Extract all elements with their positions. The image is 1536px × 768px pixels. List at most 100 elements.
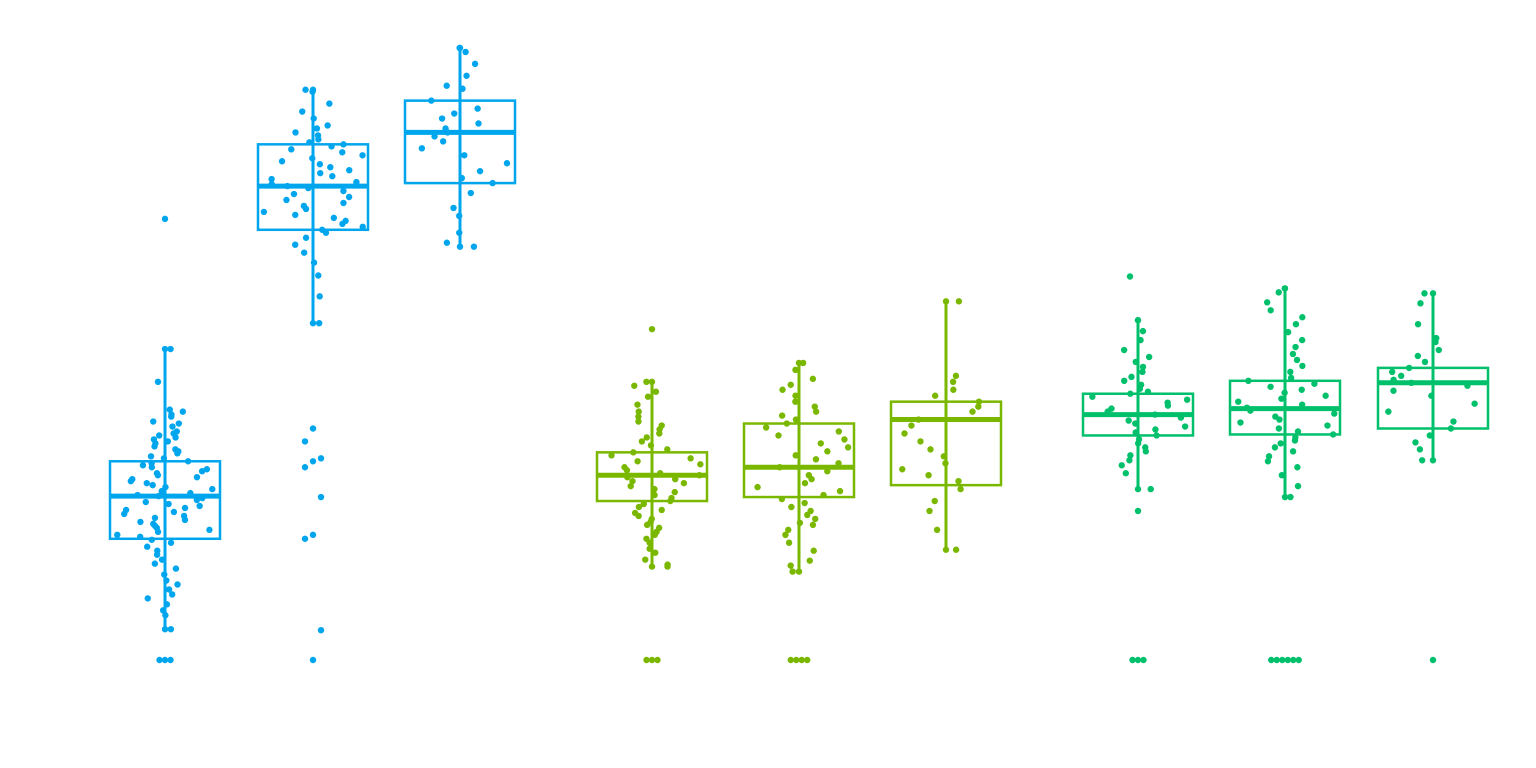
- data-point: [127, 477, 135, 485]
- data-point: [950, 386, 957, 393]
- whisker-cap-max: [648, 378, 656, 386]
- data-point: [1276, 416, 1283, 423]
- data-point: [646, 545, 653, 552]
- data-point: [624, 473, 631, 481]
- data-point: [1412, 439, 1419, 446]
- data-point: [812, 515, 819, 523]
- data-point: [203, 466, 211, 473]
- data-point: [167, 539, 175, 546]
- box-iqr: [742, 422, 856, 499]
- data-point: [431, 133, 438, 140]
- data-point: [1181, 423, 1189, 430]
- data-point: [114, 531, 121, 539]
- data-point: [164, 438, 172, 445]
- data-point: [329, 172, 336, 180]
- data-point: [1264, 458, 1272, 465]
- data-point: [461, 152, 468, 159]
- data-point: [820, 491, 827, 499]
- data-point: [193, 496, 201, 504]
- outlier-point: [301, 438, 309, 445]
- data-point: [165, 586, 173, 593]
- data-point: [154, 528, 162, 536]
- data-point: [778, 412, 786, 419]
- data-point: [1293, 356, 1301, 364]
- data-point: [1298, 386, 1305, 393]
- data-point: [168, 413, 175, 420]
- data-point: [284, 182, 291, 190]
- data-point: [302, 86, 309, 93]
- data-point: [147, 453, 155, 460]
- outlier-point: [161, 215, 169, 223]
- outlier-point: [309, 425, 317, 432]
- data-point: [158, 487, 165, 495]
- data-point: [154, 472, 162, 479]
- data-point: [199, 494, 206, 502]
- outlier-point: [317, 455, 325, 462]
- data-point: [184, 458, 192, 465]
- data-point: [1153, 432, 1160, 439]
- whisker-cap-max: [942, 298, 950, 305]
- data-point: [785, 539, 793, 546]
- data-point: [680, 479, 688, 487]
- data-point: [143, 479, 150, 487]
- data-point: [812, 456, 820, 463]
- data-point: [969, 408, 976, 415]
- data-point: [1397, 372, 1405, 380]
- data-point: [1164, 402, 1172, 409]
- data-point: [762, 424, 770, 431]
- whisker-cap-min: [456, 243, 464, 250]
- data-point: [1329, 431, 1337, 438]
- data-point: [1267, 307, 1274, 314]
- data-point: [353, 178, 360, 186]
- data-point: [792, 416, 800, 423]
- data-point: [163, 577, 170, 584]
- zero-point: [648, 656, 656, 664]
- data-point: [167, 626, 175, 633]
- data-point: [824, 468, 831, 475]
- data-point: [1298, 401, 1306, 408]
- data-point: [300, 249, 308, 256]
- data-point: [792, 366, 799, 374]
- data-point: [1120, 346, 1128, 354]
- data-point: [456, 229, 463, 236]
- data-point: [456, 44, 463, 52]
- data-point: [623, 467, 631, 474]
- data-point: [283, 196, 290, 204]
- data-point: [148, 536, 155, 543]
- data-point: [1414, 320, 1422, 328]
- zero-point: [1284, 656, 1291, 664]
- data-point: [631, 382, 638, 389]
- data-point: [158, 556, 166, 563]
- data-point: [316, 293, 323, 300]
- data-point: [975, 403, 982, 410]
- data-point: [647, 442, 655, 449]
- box-iqr: [403, 99, 517, 185]
- data-point: [196, 502, 203, 510]
- data-point: [1292, 320, 1300, 328]
- data-point: [1278, 395, 1285, 402]
- outlier-point: [301, 464, 309, 471]
- zero-point: [787, 656, 794, 664]
- data-point: [1418, 457, 1426, 464]
- data-point: [1287, 493, 1294, 501]
- data-point: [1275, 289, 1282, 296]
- data-point: [643, 378, 650, 386]
- data-point: [1271, 444, 1279, 451]
- data-point: [801, 499, 808, 507]
- data-point: [646, 539, 653, 546]
- data-point: [288, 146, 295, 153]
- data-point: [1464, 382, 1471, 389]
- outlier-point: [309, 531, 317, 539]
- data-point: [643, 521, 651, 529]
- data-point: [778, 495, 786, 503]
- zero-point: [1268, 656, 1275, 664]
- data-point: [635, 512, 642, 520]
- data-point: [792, 398, 799, 405]
- data-point: [175, 420, 182, 427]
- data-point: [796, 519, 804, 527]
- zero-point: [1279, 656, 1286, 664]
- data-point: [792, 392, 799, 399]
- data-point: [322, 229, 330, 236]
- data-point: [957, 485, 964, 493]
- data-point: [926, 507, 933, 515]
